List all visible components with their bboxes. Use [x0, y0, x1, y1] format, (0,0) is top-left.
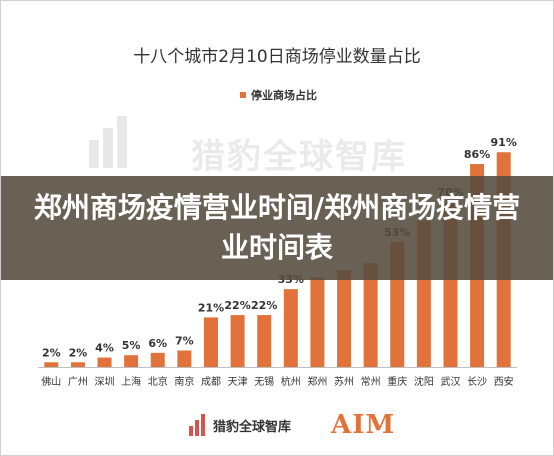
x-tick-label: 成都 [201, 376, 221, 388]
x-tick-label: 广州 [68, 376, 88, 388]
bar [124, 355, 139, 367]
bar [97, 357, 112, 367]
bar-value-label: 22% [251, 299, 277, 312]
bar [257, 315, 272, 367]
bar [150, 352, 165, 367]
watermark-logo-icon [89, 116, 131, 168]
x-tick-label: 武汉 [440, 375, 460, 388]
bar-value-label: 4% [95, 342, 114, 355]
bar [363, 263, 378, 367]
x-tick-label: 杭州 [281, 375, 301, 388]
footer-logos: 猎豹全球智库 AIM [189, 410, 395, 440]
x-tick-label: 重庆 [387, 375, 407, 388]
aim-logo: AIM [331, 410, 396, 440]
bar [44, 362, 59, 367]
bar [283, 289, 298, 367]
x-tick-label: 天津 [228, 376, 248, 388]
bar-value-label: 5% [122, 339, 141, 352]
bar-value-label: 86% [464, 148, 490, 161]
headline-banner: 郑州商场疫情营业时间/郑州商场疫情营业时间表 [1, 176, 553, 280]
watermark-text: 猎豹全球智库 [191, 137, 407, 177]
footer-logo-icon [189, 414, 207, 436]
x-tick-label: 沈阳 [414, 375, 434, 388]
x-tick-label: 常州 [361, 375, 381, 388]
chart-title: 十八个城市2月10日商场停业数量占比 [133, 47, 421, 67]
bar [310, 277, 325, 367]
x-tick-label: 苏州 [334, 375, 354, 388]
bar [337, 270, 352, 367]
headline-text: 郑州商场疫情营业时间/郑州商场疫情营业时间表 [33, 191, 521, 264]
legend-swatch [240, 92, 246, 98]
bar-value-label: 7% [175, 334, 194, 347]
x-tick-label: 郑州 [307, 375, 327, 388]
legend-label: 停业商场占比 [251, 89, 317, 102]
bar-value-label: 21% [198, 301, 224, 314]
bar [203, 317, 218, 367]
bar [230, 315, 245, 367]
bar [177, 350, 192, 367]
x-tick-label: 上海 [121, 375, 141, 388]
x-tick-label: 南京 [174, 375, 194, 388]
x-tick-label: 深圳 [95, 376, 115, 388]
x-tick-label: 无锡 [254, 375, 274, 388]
bar-value-label: 91% [491, 136, 517, 149]
x-tick-label: 佛山 [41, 375, 61, 388]
footer-brand: 猎豹全球智库 [213, 419, 292, 435]
bar-value-label: 2% [42, 346, 61, 359]
x-tick-label: 西安 [494, 375, 514, 388]
bar-value-label: 6% [148, 337, 167, 350]
bar [70, 362, 85, 367]
x-tick-label: 北京 [148, 375, 168, 388]
chart-legend: 停业商场占比 [240, 87, 317, 103]
bar-value-label: 22% [224, 299, 250, 312]
x-tick-label: 长沙 [467, 376, 487, 388]
bar-value-label: 2% [69, 346, 88, 359]
